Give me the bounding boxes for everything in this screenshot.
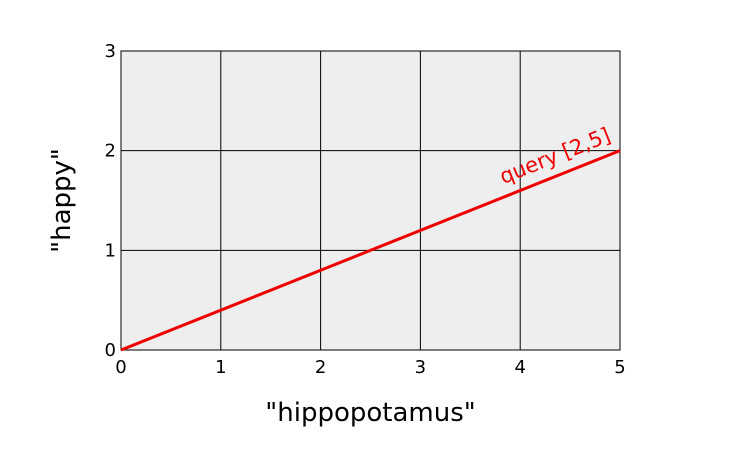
y-tick-label: 2: [105, 141, 116, 162]
x-tick-label: 4: [514, 357, 525, 378]
x-tick-label: 0: [115, 357, 126, 378]
y-tick-label: 3: [105, 41, 116, 62]
x-tick-label: 2: [315, 357, 326, 378]
plot-frame: [120, 50, 621, 351]
series-line: [120, 149, 621, 352]
y-tick-label: 1: [105, 240, 116, 261]
y-tick-labels: 0 1 2 3: [105, 41, 116, 361]
y-axis-label: "happy": [47, 148, 77, 253]
x-tick-label: 3: [415, 357, 426, 378]
x-tick-label: 5: [614, 357, 625, 378]
x-axis-label: "hippopotamus": [265, 398, 475, 428]
plot-area: [121, 51, 620, 350]
x-tick-label: 1: [215, 357, 226, 378]
y-tick-label: 0: [105, 340, 116, 361]
x-tick-labels: 0 1 2 3 4 5: [115, 357, 625, 378]
